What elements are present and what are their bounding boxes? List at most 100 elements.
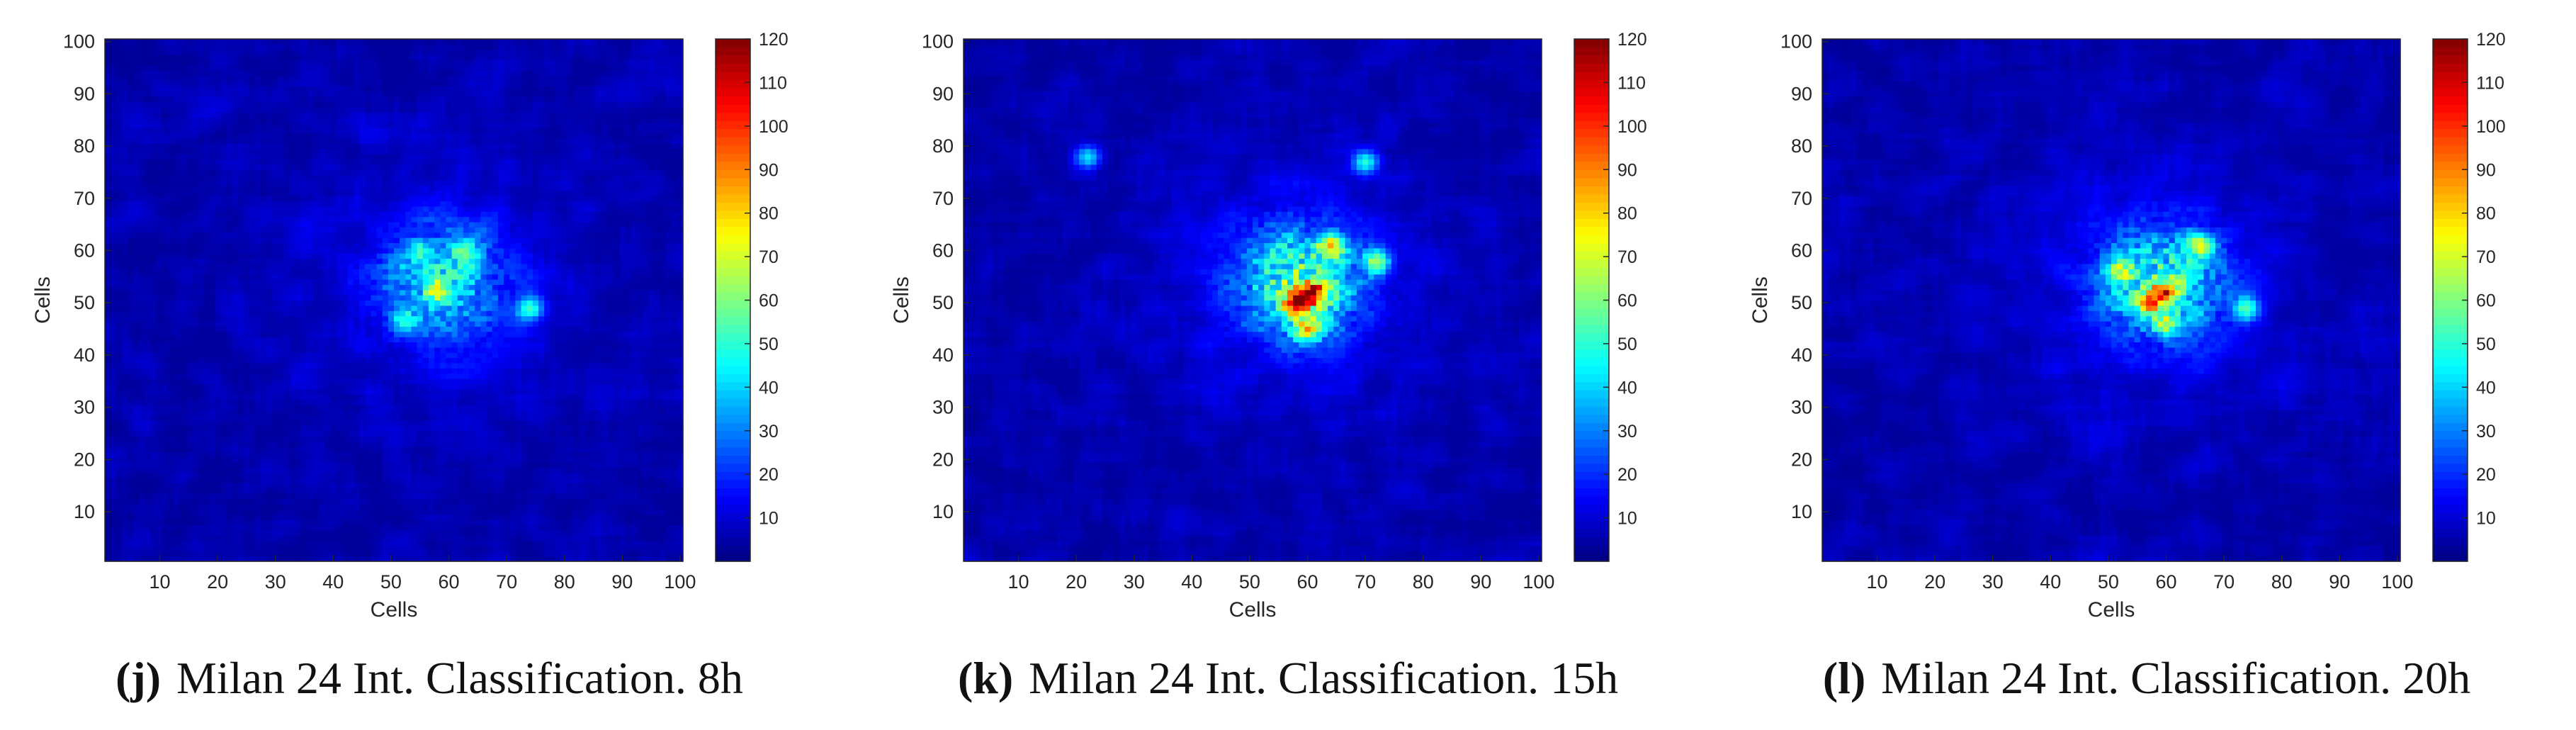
heatmap-cell <box>318 456 325 463</box>
heatmap-cell <box>186 388 192 395</box>
heatmap-cell <box>492 540 499 546</box>
heatmap-cell <box>191 545 198 551</box>
heatmap-cell <box>614 503 620 510</box>
heatmap-cell <box>162 368 169 374</box>
heatmap-cell <box>359 498 366 505</box>
heatmap-cell <box>191 436 198 442</box>
heatmap-cell <box>671 545 678 551</box>
heatmap-cell <box>272 337 279 343</box>
heatmap-cell <box>347 551 354 557</box>
heatmap-cell <box>168 488 175 494</box>
heatmap-cell <box>232 488 239 494</box>
heatmap-cell <box>463 430 470 437</box>
heatmap-cell <box>677 425 684 432</box>
heatmap-cell <box>463 498 470 505</box>
heatmap-cell <box>371 326 378 332</box>
heatmap-cell <box>579 410 585 416</box>
heatmap-cell <box>417 551 424 557</box>
heatmap-cell <box>347 430 354 437</box>
heatmap-cell <box>596 410 603 416</box>
heatmap-cell <box>266 399 273 405</box>
heatmap-cell <box>475 461 481 468</box>
heatmap-cell <box>111 362 117 369</box>
heatmap-cell <box>215 420 221 426</box>
heatmap-cell <box>417 337 424 343</box>
heatmap-cell <box>660 399 667 405</box>
heatmap-cell <box>290 315 296 322</box>
heatmap-cell <box>434 556 441 562</box>
heatmap-cell <box>128 540 135 546</box>
heatmap-cell <box>590 535 597 541</box>
heatmap-cell <box>648 430 655 437</box>
heatmap-cell <box>180 342 186 348</box>
heatmap-cell <box>128 373 135 379</box>
heatmap-cell <box>579 524 585 531</box>
heatmap-cell <box>400 478 406 484</box>
heatmap-cell <box>249 373 256 379</box>
heatmap-cell <box>544 461 550 468</box>
heatmap-cell <box>665 430 672 437</box>
heatmap-cell <box>232 368 239 374</box>
heatmap-cell <box>388 347 395 353</box>
heatmap-cell <box>145 535 152 541</box>
heatmap-cell <box>347 383 354 390</box>
heatmap-cell <box>665 362 672 369</box>
heatmap-cell <box>428 556 435 562</box>
heatmap-cell <box>619 514 626 520</box>
heatmap-cell <box>584 430 592 437</box>
heatmap-cell <box>295 362 303 369</box>
heatmap-cell <box>371 300 378 306</box>
heatmap-cell <box>359 399 366 405</box>
heatmap-cell <box>463 556 470 562</box>
heatmap-cell <box>157 545 164 551</box>
heatmap-cell <box>544 503 550 510</box>
heatmap-cell <box>550 545 557 551</box>
heatmap-cell <box>480 331 487 337</box>
heatmap-cell <box>544 540 550 546</box>
heatmap-cell <box>197 551 204 557</box>
heatmap-cell <box>174 535 181 541</box>
heatmap-cell <box>451 493 458 500</box>
heatmap-cell <box>446 320 453 327</box>
heatmap-cell <box>532 488 539 494</box>
heatmap-cell <box>220 399 227 405</box>
heatmap-cell <box>428 461 435 468</box>
heatmap-cell <box>365 545 371 551</box>
heatmap-cell <box>353 337 360 343</box>
heatmap-cell <box>504 509 510 515</box>
heatmap-cell <box>191 556 198 562</box>
heatmap-cell <box>625 300 632 306</box>
heatmap-cell <box>382 509 389 515</box>
heatmap-cell <box>509 488 516 494</box>
heatmap-cell <box>475 373 481 379</box>
heatmap-cell <box>492 425 499 432</box>
heatmap-cell <box>324 331 331 337</box>
heatmap-cell <box>660 337 667 343</box>
heatmap-cell <box>116 362 123 369</box>
heatmap-cell <box>295 488 303 494</box>
heatmap-cell <box>671 451 678 458</box>
heatmap-cell <box>168 326 175 332</box>
heatmap-cell <box>480 529 487 536</box>
heatmap-cell <box>463 535 470 541</box>
heatmap-cell <box>128 524 135 531</box>
heatmap-cell <box>405 524 412 531</box>
heatmap-cell <box>532 415 539 421</box>
heatmap-cell <box>336 503 343 510</box>
heatmap-cell <box>128 456 135 463</box>
heatmap-cell <box>122 362 129 369</box>
heatmap-cell <box>417 436 424 442</box>
heatmap-cell <box>336 326 343 332</box>
heatmap-cell <box>301 310 308 317</box>
heatmap-cell <box>290 326 296 332</box>
heatmap-cell <box>232 404 239 410</box>
heatmap-cell <box>215 337 221 343</box>
heatmap-cell <box>365 331 371 337</box>
heatmap-cell <box>596 352 603 359</box>
heatmap-cell <box>515 514 522 520</box>
heatmap-cell <box>457 410 464 416</box>
heatmap-cell <box>405 545 412 551</box>
heatmap-cell <box>400 415 406 421</box>
heatmap-cell <box>434 347 441 353</box>
heatmap-cell <box>382 388 389 395</box>
